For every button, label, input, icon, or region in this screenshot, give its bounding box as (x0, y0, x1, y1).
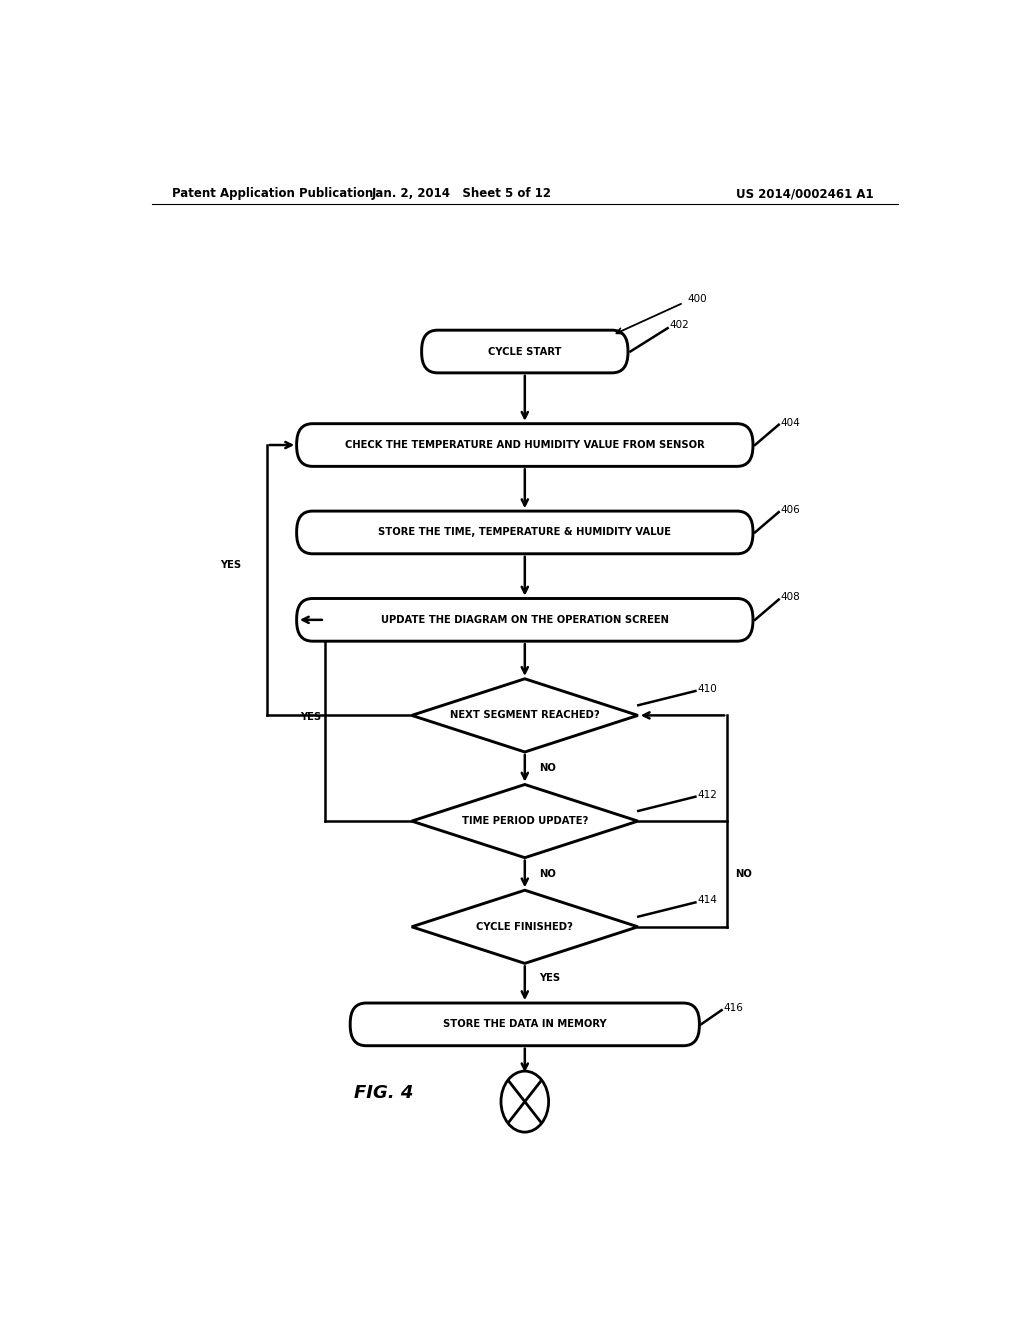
Text: CYCLE START: CYCLE START (488, 347, 561, 356)
FancyBboxPatch shape (297, 424, 753, 466)
Text: FIG. 4: FIG. 4 (354, 1085, 414, 1102)
Text: 414: 414 (697, 895, 717, 906)
Text: YES: YES (539, 973, 560, 982)
Polygon shape (412, 678, 638, 752)
Text: Patent Application Publication: Patent Application Publication (172, 187, 373, 201)
Text: STORE THE TIME, TEMPERATURE & HUMIDITY VALUE: STORE THE TIME, TEMPERATURE & HUMIDITY V… (378, 528, 672, 537)
Text: US 2014/0002461 A1: US 2014/0002461 A1 (736, 187, 873, 201)
Text: 402: 402 (670, 319, 689, 330)
Text: NO: NO (539, 763, 556, 774)
FancyBboxPatch shape (297, 598, 753, 642)
FancyBboxPatch shape (297, 511, 753, 554)
Text: 410: 410 (697, 684, 717, 694)
Text: NEXT SEGMENT REACHED?: NEXT SEGMENT REACHED? (450, 710, 600, 721)
Polygon shape (412, 784, 638, 858)
Text: YES: YES (300, 713, 322, 722)
Text: 412: 412 (697, 789, 717, 800)
Text: 406: 406 (780, 506, 800, 515)
Text: NO: NO (539, 869, 556, 879)
Text: NO: NO (735, 869, 752, 879)
Text: TIME PERIOD UPDATE?: TIME PERIOD UPDATE? (462, 816, 588, 826)
Text: 400: 400 (687, 293, 708, 304)
Text: STORE THE DATA IN MEMORY: STORE THE DATA IN MEMORY (443, 1019, 606, 1030)
Text: Jan. 2, 2014   Sheet 5 of 12: Jan. 2, 2014 Sheet 5 of 12 (372, 187, 551, 201)
Text: 408: 408 (780, 593, 800, 602)
Text: 416: 416 (723, 1003, 743, 1014)
Text: CHECK THE TEMPERATURE AND HUMIDITY VALUE FROM SENSOR: CHECK THE TEMPERATURE AND HUMIDITY VALUE… (345, 440, 705, 450)
Text: 404: 404 (780, 417, 800, 428)
Polygon shape (412, 890, 638, 964)
FancyBboxPatch shape (350, 1003, 699, 1045)
Text: YES: YES (220, 560, 242, 570)
Text: UPDATE THE DIAGRAM ON THE OPERATION SCREEN: UPDATE THE DIAGRAM ON THE OPERATION SCRE… (381, 615, 669, 624)
Text: CYCLE FINISHED?: CYCLE FINISHED? (476, 921, 573, 932)
FancyBboxPatch shape (422, 330, 628, 372)
